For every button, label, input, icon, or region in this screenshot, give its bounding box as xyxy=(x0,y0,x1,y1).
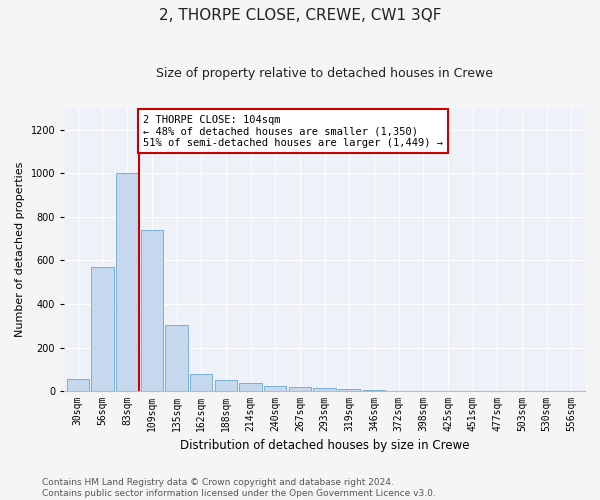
Bar xyxy=(190,374,212,391)
Bar xyxy=(67,379,89,391)
Text: 2 THORPE CLOSE: 104sqm
← 48% of detached houses are smaller (1,350)
51% of semi-: 2 THORPE CLOSE: 104sqm ← 48% of detached… xyxy=(143,114,443,148)
Text: 2, THORPE CLOSE, CREWE, CW1 3QF: 2, THORPE CLOSE, CREWE, CW1 3QF xyxy=(159,8,441,22)
Bar xyxy=(116,174,138,391)
Bar xyxy=(239,384,262,391)
Bar xyxy=(91,267,113,391)
Text: Contains HM Land Registry data © Crown copyright and database right 2024.
Contai: Contains HM Land Registry data © Crown c… xyxy=(42,478,436,498)
Bar xyxy=(338,390,361,391)
Y-axis label: Number of detached properties: Number of detached properties xyxy=(15,162,25,337)
Bar xyxy=(166,324,188,391)
Bar xyxy=(289,387,311,391)
Bar xyxy=(141,230,163,391)
X-axis label: Distribution of detached houses by size in Crewe: Distribution of detached houses by size … xyxy=(180,440,469,452)
Bar xyxy=(313,388,336,391)
Title: Size of property relative to detached houses in Crewe: Size of property relative to detached ho… xyxy=(156,68,493,80)
Bar xyxy=(264,386,286,391)
Bar xyxy=(363,390,385,391)
Bar xyxy=(215,380,237,391)
